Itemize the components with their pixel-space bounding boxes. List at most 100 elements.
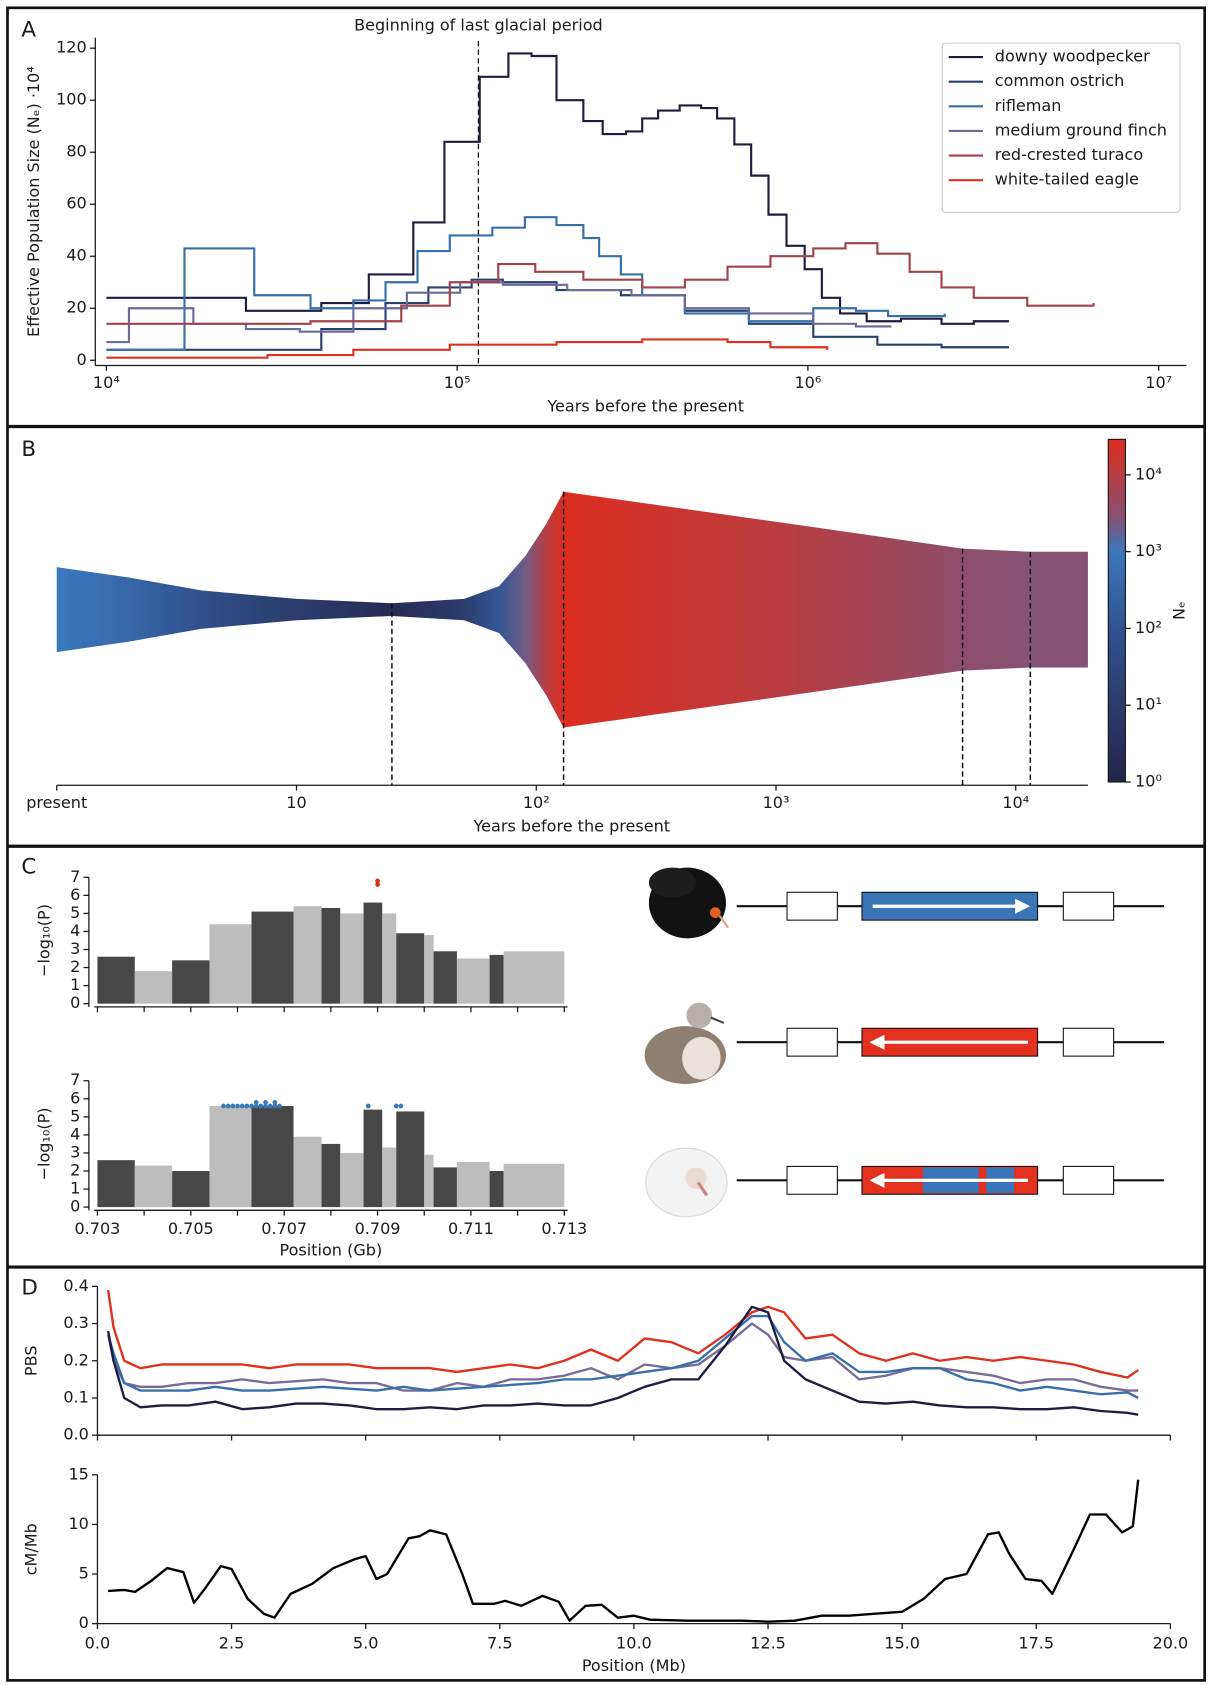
x-tick-label: 2.5 — [219, 1633, 245, 1652]
legend-label: common ostrich — [995, 71, 1125, 90]
snp-block — [340, 913, 364, 1004]
gene-diagrams — [644, 867, 1164, 1218]
y-tick-label: 15 — [68, 1464, 88, 1483]
colorbar-tick-label: 10³ — [1135, 541, 1162, 560]
x-tick-label: 10 — [286, 793, 306, 812]
colorbar — [1107, 438, 1126, 783]
snp-block — [134, 1165, 173, 1208]
snp-block — [489, 954, 504, 1004]
snp-block — [97, 1160, 135, 1208]
snp-block — [424, 935, 434, 1004]
x-tick-label: 10⁶ — [794, 373, 821, 392]
x-tick-label: 10⁴ — [1002, 793, 1029, 812]
snp-block — [340, 1152, 364, 1208]
highlight-snp — [277, 1103, 282, 1109]
x-tick-label: 10⁴ — [93, 373, 120, 392]
y-axis-label: −log₁₀(P) — [34, 904, 53, 977]
colorbar-tick-label: 10² — [1135, 618, 1162, 637]
snp-block — [424, 1154, 434, 1208]
exon — [1062, 1165, 1115, 1195]
y-tick-label: 0.2 — [63, 1350, 89, 1369]
highlight-snp — [258, 1103, 264, 1109]
highlight-snp — [393, 1103, 399, 1109]
step-line — [106, 338, 829, 359]
x-tick-label: 5.0 — [353, 1633, 379, 1652]
highlight-snp — [225, 1103, 231, 1109]
frame — [6, 6, 1206, 1682]
y-tick-label: 5 — [79, 1564, 89, 1583]
snp-block — [503, 1163, 565, 1208]
highlight-snp — [263, 1103, 268, 1109]
snp-block — [251, 911, 294, 1004]
highlight-snp — [221, 1103, 226, 1109]
bird-image — [685, 1167, 707, 1189]
x-tick-label: 15.0 — [884, 1633, 920, 1652]
highlight-snp — [375, 882, 380, 887]
x-tick-label: 0.705 — [168, 1219, 214, 1238]
highlight-snp — [272, 1100, 278, 1105]
y-tick-label: 2 — [70, 1161, 80, 1180]
y-tick-label: 3 — [70, 939, 80, 958]
highlight-snp — [244, 1103, 250, 1109]
y-tick-label: 0 — [79, 1613, 89, 1632]
snp-block — [134, 971, 173, 1004]
step-line — [106, 278, 1010, 351]
colorbar-tick-label: 10⁰ — [1135, 772, 1162, 791]
x-tick-label: 0.713 — [541, 1219, 587, 1238]
y-tick-label: 6 — [70, 1088, 80, 1107]
highlight-snp — [249, 1103, 254, 1109]
y-tick-label: 4 — [70, 921, 80, 940]
highlight-snp — [253, 1103, 259, 1109]
y-tick-label: 0 — [70, 1197, 80, 1216]
y-tick-label: 1 — [70, 975, 80, 994]
legend-label: white-tailed eagle — [995, 170, 1139, 189]
y-tick-label: 10 — [68, 1514, 88, 1533]
exon — [1062, 891, 1115, 921]
panel-label: C — [21, 855, 36, 880]
y-tick-label: 0.0 — [63, 1425, 89, 1444]
step-line — [106, 52, 1010, 325]
step-line — [106, 242, 1095, 325]
highlight-snp — [235, 1103, 240, 1109]
panel-label: B — [21, 437, 36, 462]
x-axis-label: Position (Gb) — [280, 1241, 383, 1260]
bird-image — [710, 1016, 725, 1024]
legend-label: red-crested turaco — [995, 145, 1143, 164]
bird-image — [709, 907, 721, 918]
highlight-snp — [253, 1100, 259, 1105]
snp-block — [321, 907, 341, 1004]
snp-block — [363, 902, 383, 1004]
snp-block — [396, 1111, 425, 1208]
annotation: Beginning of last glacial period — [354, 16, 603, 35]
data-line — [107, 1305, 1139, 1416]
panel-label: D — [21, 1275, 37, 1300]
highlight-snp — [272, 1103, 278, 1109]
y-tick-label: 5 — [70, 903, 80, 922]
y-tick-label: 3 — [70, 1142, 80, 1161]
highlight-snp — [230, 1103, 236, 1109]
snp-block — [172, 1171, 210, 1208]
snp-block — [293, 1136, 322, 1208]
y-tick-label: 0.1 — [63, 1387, 89, 1406]
step-line — [106, 281, 892, 344]
bird-image — [648, 867, 697, 898]
arrow — [869, 1172, 885, 1188]
x-tick-label: 17.5 — [1018, 1633, 1054, 1652]
highlight-snp — [263, 1100, 268, 1105]
legend-box — [941, 42, 1181, 213]
colorbar-tick-label: 10⁴ — [1135, 464, 1162, 483]
bird-image — [686, 1002, 713, 1029]
data-line — [107, 1314, 1139, 1400]
snp-block — [172, 960, 210, 1004]
arrow — [869, 1034, 885, 1050]
data-line — [107, 1289, 1139, 1379]
y-tick-label: 20 — [66, 298, 86, 317]
y-axis-label: Effective Population Size (Nₑ) ·10⁴ — [24, 66, 43, 337]
y-tick-label: 40 — [66, 246, 86, 265]
highlight-snp — [375, 878, 380, 884]
snp-block — [433, 951, 457, 1004]
colorbar-tick-label: 10¹ — [1135, 695, 1162, 714]
y-tick-label: 7 — [70, 1070, 80, 1089]
step-line — [106, 216, 946, 351]
arrow — [1015, 898, 1031, 914]
